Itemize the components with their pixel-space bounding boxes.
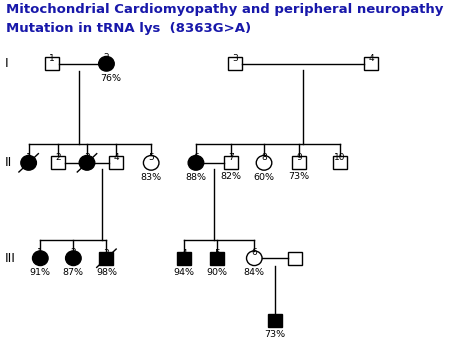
Text: II: II <box>4 156 12 169</box>
Bar <box>268 314 282 327</box>
Text: 7: 7 <box>228 153 234 162</box>
Bar <box>288 252 302 265</box>
Circle shape <box>99 56 114 71</box>
Bar <box>177 252 191 265</box>
Text: 1: 1 <box>26 153 31 162</box>
Text: 9: 9 <box>296 153 302 162</box>
Text: 10: 10 <box>334 153 346 162</box>
Text: 6: 6 <box>193 153 199 162</box>
Text: 4: 4 <box>368 54 374 63</box>
Text: 4: 4 <box>113 153 119 162</box>
Text: 94%: 94% <box>174 268 195 277</box>
Circle shape <box>144 155 159 170</box>
Bar <box>100 252 113 265</box>
Bar <box>228 57 242 70</box>
Text: III: III <box>4 252 15 265</box>
Circle shape <box>21 155 36 170</box>
Bar <box>292 156 306 169</box>
Text: 2: 2 <box>55 153 61 162</box>
Text: 82%: 82% <box>220 173 241 181</box>
Text: 73%: 73% <box>264 330 286 339</box>
Circle shape <box>188 155 204 170</box>
Text: 4: 4 <box>182 249 187 258</box>
Text: Mutation in tRNA lys  (8363G>A): Mutation in tRNA lys (8363G>A) <box>6 22 251 34</box>
Text: I: I <box>4 57 8 70</box>
Text: 3: 3 <box>232 54 238 63</box>
Text: 88%: 88% <box>185 173 207 182</box>
Text: 98%: 98% <box>96 268 117 277</box>
Circle shape <box>246 251 262 266</box>
Text: 8: 8 <box>261 153 267 162</box>
Text: 90%: 90% <box>207 268 228 277</box>
Bar <box>109 156 123 169</box>
Bar <box>364 57 378 70</box>
Text: 1: 1 <box>49 54 55 63</box>
Bar <box>333 156 347 169</box>
Bar <box>51 156 65 169</box>
Text: Mitochondrial Cardiomyopathy and peripheral neuropathy: Mitochondrial Cardiomyopathy and periphe… <box>6 3 444 16</box>
Text: 83%: 83% <box>141 173 162 182</box>
Text: 2: 2 <box>104 54 109 62</box>
Text: 2: 2 <box>71 248 76 257</box>
Text: 3: 3 <box>104 249 109 258</box>
Text: 87%: 87% <box>63 268 84 278</box>
Text: 76%: 76% <box>100 74 121 83</box>
Text: 3: 3 <box>84 153 90 162</box>
Circle shape <box>79 155 95 170</box>
Text: 60%: 60% <box>254 173 274 182</box>
Text: 73%: 73% <box>289 173 310 181</box>
Text: 5: 5 <box>148 153 154 162</box>
Text: 1: 1 <box>37 248 43 257</box>
Text: 84%: 84% <box>244 268 265 278</box>
Text: 6: 6 <box>251 248 257 257</box>
Bar <box>224 156 238 169</box>
Circle shape <box>256 155 272 170</box>
Bar <box>45 57 59 70</box>
Text: 91%: 91% <box>30 268 51 278</box>
Circle shape <box>33 251 48 266</box>
Circle shape <box>65 251 81 266</box>
Text: 5: 5 <box>214 249 220 258</box>
Bar <box>210 252 224 265</box>
